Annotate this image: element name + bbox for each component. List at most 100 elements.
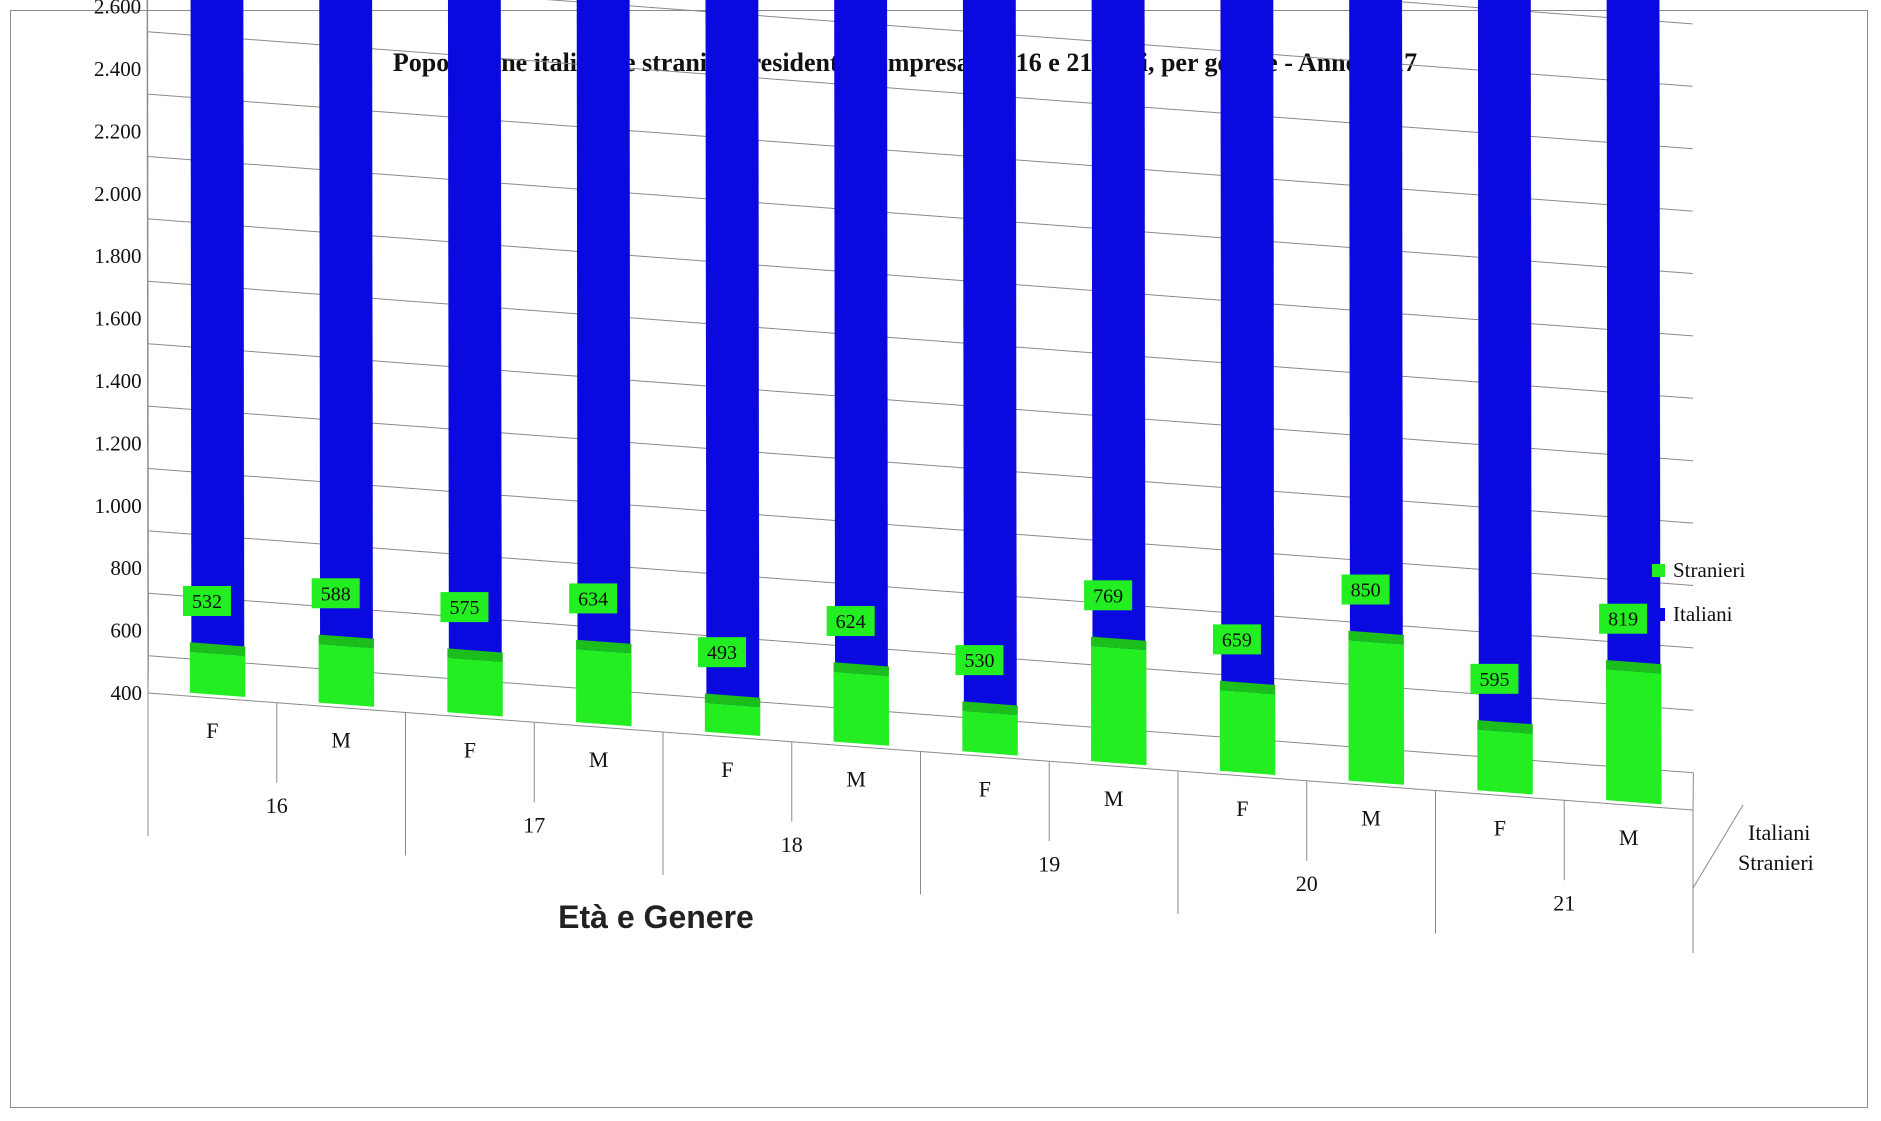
bar-italiani	[1220, 0, 1275, 756]
x-group-label: 18	[781, 832, 803, 857]
data-label-box-stranieri	[569, 583, 618, 614]
x-group-label: 16	[266, 793, 288, 818]
legend-item-italiani: Italiani	[1652, 592, 1745, 636]
bar-stranieri-top	[1091, 636, 1147, 651]
data-label-box-stranieri	[1470, 663, 1519, 694]
data-label-stranieri: 850	[1351, 580, 1381, 602]
data-label-box-stranieri	[182, 585, 231, 616]
bar-italiani	[447, 0, 502, 698]
bar-italiani	[576, 0, 631, 708]
y-tick-label: 2.600	[94, 0, 141, 19]
bar-italiani-side	[500, 0, 502, 698]
bar-stranieri-top	[189, 642, 246, 656]
data-label-box-stranieri	[440, 592, 489, 623]
data-label-stranieri: 659	[1222, 629, 1252, 651]
bar-stranieri-top	[1348, 630, 1404, 645]
bar-stranieri-top	[1477, 720, 1533, 734]
data-label-stranieri: 595	[1479, 669, 1509, 691]
bar-italiani	[319, 0, 373, 688]
chart-legend: Stranieri Italiani	[1652, 548, 1745, 636]
y-tick-label: 800	[110, 556, 142, 580]
gridline	[148, 468, 1694, 586]
bar-italiani-side	[1530, 0, 1532, 776]
bar-italiani-side	[886, 0, 888, 727]
y-tick-label: 1.000	[95, 494, 142, 518]
bar-stranieri-top	[447, 648, 503, 662]
x-tick-label: M	[1104, 786, 1124, 811]
x-tick-label: F	[979, 776, 991, 801]
bar-italiani	[190, 0, 245, 678]
data-label-box-stranieri	[826, 606, 875, 637]
legend-swatch-italiani	[1652, 607, 1665, 621]
bar-stranieri-top	[576, 639, 632, 654]
bar-italiani-side	[1015, 0, 1017, 737]
bar-italiani	[1606, 0, 1661, 786]
x-tick-label: F	[206, 718, 218, 743]
bar-italiani	[705, 0, 760, 717]
data-label-box-stranieri	[955, 645, 1004, 676]
x-tick-label: M	[589, 747, 609, 772]
bar-stranieri-top	[704, 693, 761, 707]
y-tick-label: 600	[110, 619, 142, 643]
gridline	[147, 156, 1693, 274]
bar-stranieri-top	[1219, 680, 1276, 695]
bar-italiani	[1349, 0, 1403, 766]
bar-italiani-side	[758, 0, 760, 717]
bar-stranieri	[1477, 729, 1533, 795]
x-tick-label: F	[721, 757, 733, 782]
depth-label-italiani: Italiani	[1748, 820, 1810, 845]
bar-stranieri	[1091, 645, 1147, 766]
bar-stranieri-top	[1606, 660, 1662, 674]
gridline	[148, 592, 1694, 711]
y-tick-label: 2.000	[94, 182, 141, 206]
gridline	[147, 218, 1693, 337]
data-label-box-stranieri	[311, 578, 360, 609]
bar-italiani-side	[1401, 0, 1403, 766]
x-tick-label: M	[846, 767, 866, 792]
y-tick-label: 2.200	[94, 119, 141, 143]
gridline	[148, 530, 1694, 649]
gridline	[1370, 0, 1693, 25]
y-tick-label: 1.800	[94, 244, 141, 268]
x-group-label: 17	[523, 812, 545, 837]
gridline	[148, 405, 1694, 524]
y-tick-label: 400	[111, 681, 143, 705]
x-tick-label: M	[1361, 806, 1381, 831]
bar-stranieri	[576, 649, 632, 727]
x-group-label: 21	[1553, 890, 1575, 915]
x-tick-label: M	[1619, 825, 1639, 850]
x-tick-label: F	[1236, 796, 1248, 821]
gridline	[147, 31, 1693, 150]
bar-italiani-side	[1659, 0, 1661, 786]
bar-stranieri-top	[318, 634, 374, 649]
data-label-stranieri: 624	[836, 611, 866, 633]
bar-stranieri	[318, 643, 374, 707]
x-axis-title: Età e Genere	[558, 899, 754, 935]
bar-stranieri	[447, 657, 503, 717]
x-tick-label: F	[1494, 815, 1506, 840]
gridline	[147, 343, 1694, 462]
data-label-stranieri: 588	[321, 583, 351, 605]
bar-stranieri	[833, 671, 889, 746]
bar-italiani	[1477, 0, 1532, 776]
data-label-box-stranieri	[697, 637, 746, 668]
y-tick-label: 2.400	[94, 57, 141, 81]
legend-item-stranieri: Stranieri	[1652, 548, 1745, 592]
bar-italiani-side	[243, 0, 245, 678]
x-group-label: 20	[1296, 871, 1318, 896]
bar-italiani	[1091, 0, 1146, 747]
bar-italiani-side	[372, 0, 373, 688]
data-label-stranieri: 532	[192, 591, 222, 613]
legend-label-italiani: Italiani	[1673, 601, 1733, 626]
x-tick-label: F	[464, 737, 476, 762]
bar-italiani	[834, 0, 888, 727]
bar-italiani-side	[629, 0, 631, 708]
data-label-box-stranieri	[1084, 580, 1133, 611]
y-tick-label: 1.200	[94, 431, 141, 455]
bar-stranieri	[1348, 640, 1404, 785]
data-label-box-stranieri	[1341, 574, 1390, 605]
bar-stranieri	[704, 702, 761, 736]
legend-swatch-stranieri	[1652, 563, 1665, 577]
x-tick-label: M	[331, 728, 351, 753]
